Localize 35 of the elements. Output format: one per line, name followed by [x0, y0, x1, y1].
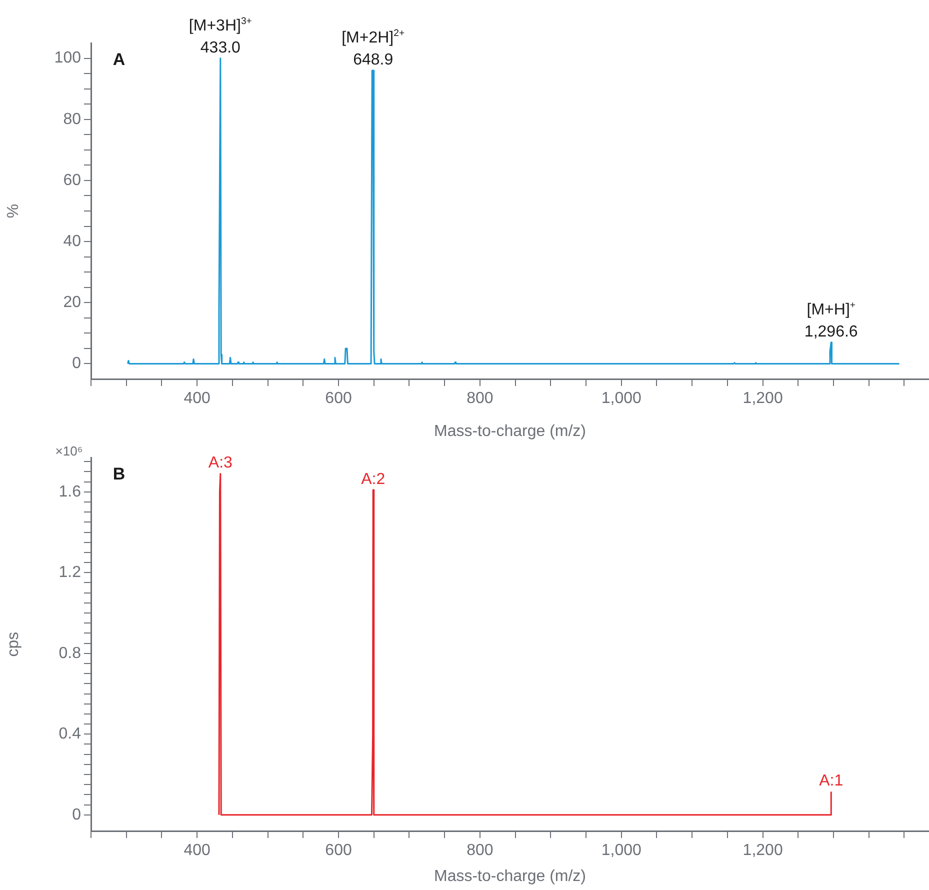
annotation: A:3 — [208, 454, 233, 472]
y-tick-label: 0 — [72, 355, 82, 372]
y-tick-label: 60 — [63, 172, 82, 189]
y-tick-label: 1.2 — [58, 564, 82, 582]
annotation: A:2 — [361, 470, 386, 488]
y-tick-label: 0.8 — [58, 644, 82, 662]
annotation: 648.9 — [353, 51, 394, 68]
annotation: A — [112, 50, 126, 69]
x-tick-label: 800 — [466, 842, 494, 860]
y-axis-title: cps — [5, 632, 22, 657]
x-tick-label: 400 — [184, 842, 211, 860]
x-axis-title: Mass-to-charge (m/z) — [434, 868, 586, 885]
x-tick-label: 1,000 — [601, 390, 642, 408]
x-axis-title: Mass-to-charge (m/z) — [434, 422, 586, 440]
x-tick-label: 1,000 — [601, 842, 642, 860]
annotation: B — [112, 464, 126, 484]
x-tick-label: 600 — [325, 390, 352, 408]
annotation: 433.0 — [200, 39, 241, 56]
y-tick-label: 1.6 — [58, 483, 82, 500]
y-tick-label: 80 — [63, 110, 82, 128]
y-tick-label: 0 — [72, 806, 82, 824]
y-tick-label: 100 — [54, 50, 82, 67]
x-tick-label: 800 — [466, 390, 494, 408]
x-tick-label: 1,200 — [742, 390, 783, 408]
x-tick-label: 1,200 — [742, 842, 783, 860]
text: ×10⁶ — [55, 444, 83, 459]
annotation: 1,296.6 — [804, 323, 858, 340]
annotation: A:1 — [819, 772, 844, 790]
y-axis-title: % — [5, 204, 22, 218]
annotation: [M+H]+ — [806, 300, 856, 318]
y-tick-label: 20 — [63, 294, 82, 312]
y-tick-label: 40 — [63, 232, 82, 250]
x-tick-label: 600 — [325, 842, 352, 860]
y-tick-label: 0.4 — [58, 726, 82, 743]
x-tick-label: 400 — [184, 390, 211, 408]
